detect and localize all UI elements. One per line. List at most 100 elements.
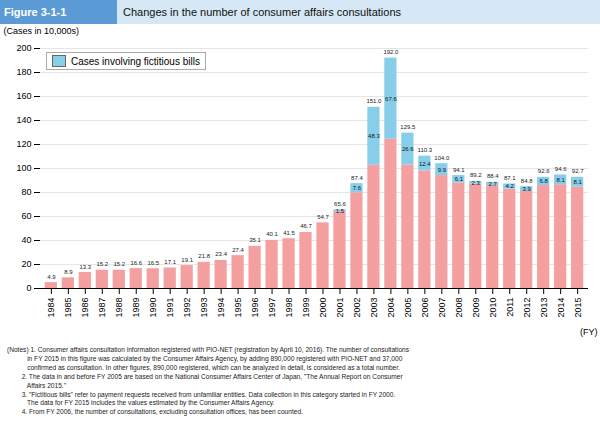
svg-text:67.6: 67.6 [385,96,397,102]
svg-text:21.8: 21.8 [198,253,210,259]
svg-text:1992: 1992 [182,298,192,318]
svg-text:2010: 2010 [488,298,498,318]
svg-text:104.0: 104.0 [434,155,450,161]
svg-text:1991: 1991 [165,298,175,318]
svg-text:1.5: 1.5 [336,208,345,214]
svg-text:4.2: 4.2 [506,183,515,189]
svg-text:1988: 1988 [114,298,124,318]
svg-text:2013: 2013 [539,298,549,318]
svg-text:94.6: 94.6 [555,166,567,172]
svg-text:1995: 1995 [233,298,243,318]
svg-text:8.9: 8.9 [64,269,73,275]
svg-text:23.4: 23.4 [215,251,227,257]
svg-text:1996: 1996 [250,298,260,318]
svg-text:48.3: 48.3 [368,133,380,139]
svg-text:2015: 2015 [573,298,583,318]
svg-text:92.6: 92.6 [538,168,550,174]
svg-text:1990: 1990 [148,298,158,318]
svg-text:2011: 2011 [505,298,515,317]
svg-text:8.1: 8.1 [556,177,565,183]
svg-text:26.6: 26.6 [402,146,414,152]
svg-text:9.9: 9.9 [438,167,447,173]
svg-text:2004: 2004 [386,298,396,318]
svg-text:87.1: 87.1 [504,175,516,181]
svg-text:(FY): (FY) [580,327,598,337]
html-text:confirmed as consultation. In: confirmed as consultation. In other figu… [7,363,400,371]
svg-text:2000: 2000 [318,298,328,318]
svg-text:2009: 2009 [471,298,481,318]
svg-text:2006: 2006 [420,298,430,318]
svg-text:0: 0 [26,283,31,293]
svg-text:1999: 1999 [301,298,311,318]
svg-text:8.1: 8.1 [573,179,582,185]
svg-text:2007: 2007 [437,298,447,318]
svg-text:4.9: 4.9 [47,274,56,280]
html-text:3. "Fictitious bills" refer to: 3. "Fictitious bills" refer to payment r… [7,390,396,398]
svg-text:6.1: 6.1 [455,176,464,182]
svg-text:2005: 2005 [403,298,413,318]
svg-text:13.3: 13.3 [79,264,91,270]
svg-text:46.7: 46.7 [300,223,312,229]
svg-text:41.5: 41.5 [283,230,295,236]
svg-text:3.9: 3.9 [523,186,532,192]
svg-text:6.8: 6.8 [540,178,549,184]
html-text:2. The data in and before FY 2: 2. The data in and before FY 2005 are ba… [7,372,403,380]
svg-text:12.4: 12.4 [419,161,431,167]
svg-text:84.8: 84.8 [521,178,533,184]
svg-text:180: 180 [16,67,31,77]
svg-text:35.1: 35.1 [249,237,261,243]
svg-text:200: 200 [16,43,31,53]
svg-text:1989: 1989 [131,298,141,318]
svg-text:(Cases in 10,000s): (Cases in 10,000s) [4,26,80,36]
svg-text:1997: 1997 [267,298,277,318]
svg-text:1993: 1993 [199,298,209,318]
html-text:Figure 3-1-1: Figure 3-1-1 [4,6,67,18]
svg-text:80: 80 [21,187,31,197]
svg-text:94.1: 94.1 [453,167,465,173]
svg-text:65.6: 65.6 [334,201,346,207]
svg-text:192.0: 192.0 [383,49,399,55]
html-text:Affairs 2015.": Affairs 2015." [7,381,66,389]
svg-text:2014: 2014 [556,298,566,318]
svg-text:15.2: 15.2 [113,261,125,267]
svg-text:16.6: 16.6 [130,260,142,266]
html-text:Changes in the number of consu: Changes in the number of consumer affair… [123,6,401,18]
svg-text:110.3: 110.3 [418,147,433,153]
svg-text:92.7: 92.7 [572,168,584,174]
svg-text:40.1: 40.1 [266,231,278,237]
html-text:in FY 2015 in this figure was: in FY 2015 in this figure was calculated… [7,354,403,362]
svg-text:19.1: 19.1 [181,257,193,263]
svg-text:1987: 1987 [97,298,107,318]
svg-text:1994: 1994 [216,298,226,318]
svg-text:17.1: 17.1 [164,259,176,265]
svg-text:1998: 1998 [284,298,294,318]
svg-text:100: 100 [16,163,31,173]
svg-text:160: 160 [16,91,31,101]
svg-text:88.4: 88.4 [487,173,499,179]
svg-text:27.4: 27.4 [232,247,244,253]
svg-text:2.3: 2.3 [472,180,481,186]
html-text:Cases involving fictitious bil: Cases involving fictitious bills [71,55,200,67]
svg-text:87.4: 87.4 [351,175,363,181]
svg-text:15.2: 15.2 [96,261,108,267]
svg-text:2003: 2003 [369,298,379,318]
svg-text:2012: 2012 [522,298,532,318]
svg-text:60: 60 [21,211,31,221]
svg-text:1985: 1985 [63,298,73,318]
svg-text:1984: 1984 [46,298,56,318]
svg-text:20: 20 [21,259,31,269]
svg-text:140: 140 [16,115,31,125]
svg-text:2008: 2008 [454,298,464,318]
svg-text:129.5: 129.5 [400,124,416,130]
svg-text:16.5: 16.5 [147,260,159,266]
svg-text:2001: 2001 [335,298,345,318]
svg-text:2.7: 2.7 [489,181,498,187]
svg-text:120: 120 [16,139,31,149]
svg-text:54.7: 54.7 [317,214,329,220]
svg-text:1986: 1986 [80,298,90,318]
svg-text:7.6: 7.6 [353,185,362,191]
svg-text:151.0: 151.0 [366,98,382,104]
svg-text:2002: 2002 [352,298,362,318]
svg-text:89.2: 89.2 [470,172,482,178]
svg-text:40: 40 [21,235,31,245]
